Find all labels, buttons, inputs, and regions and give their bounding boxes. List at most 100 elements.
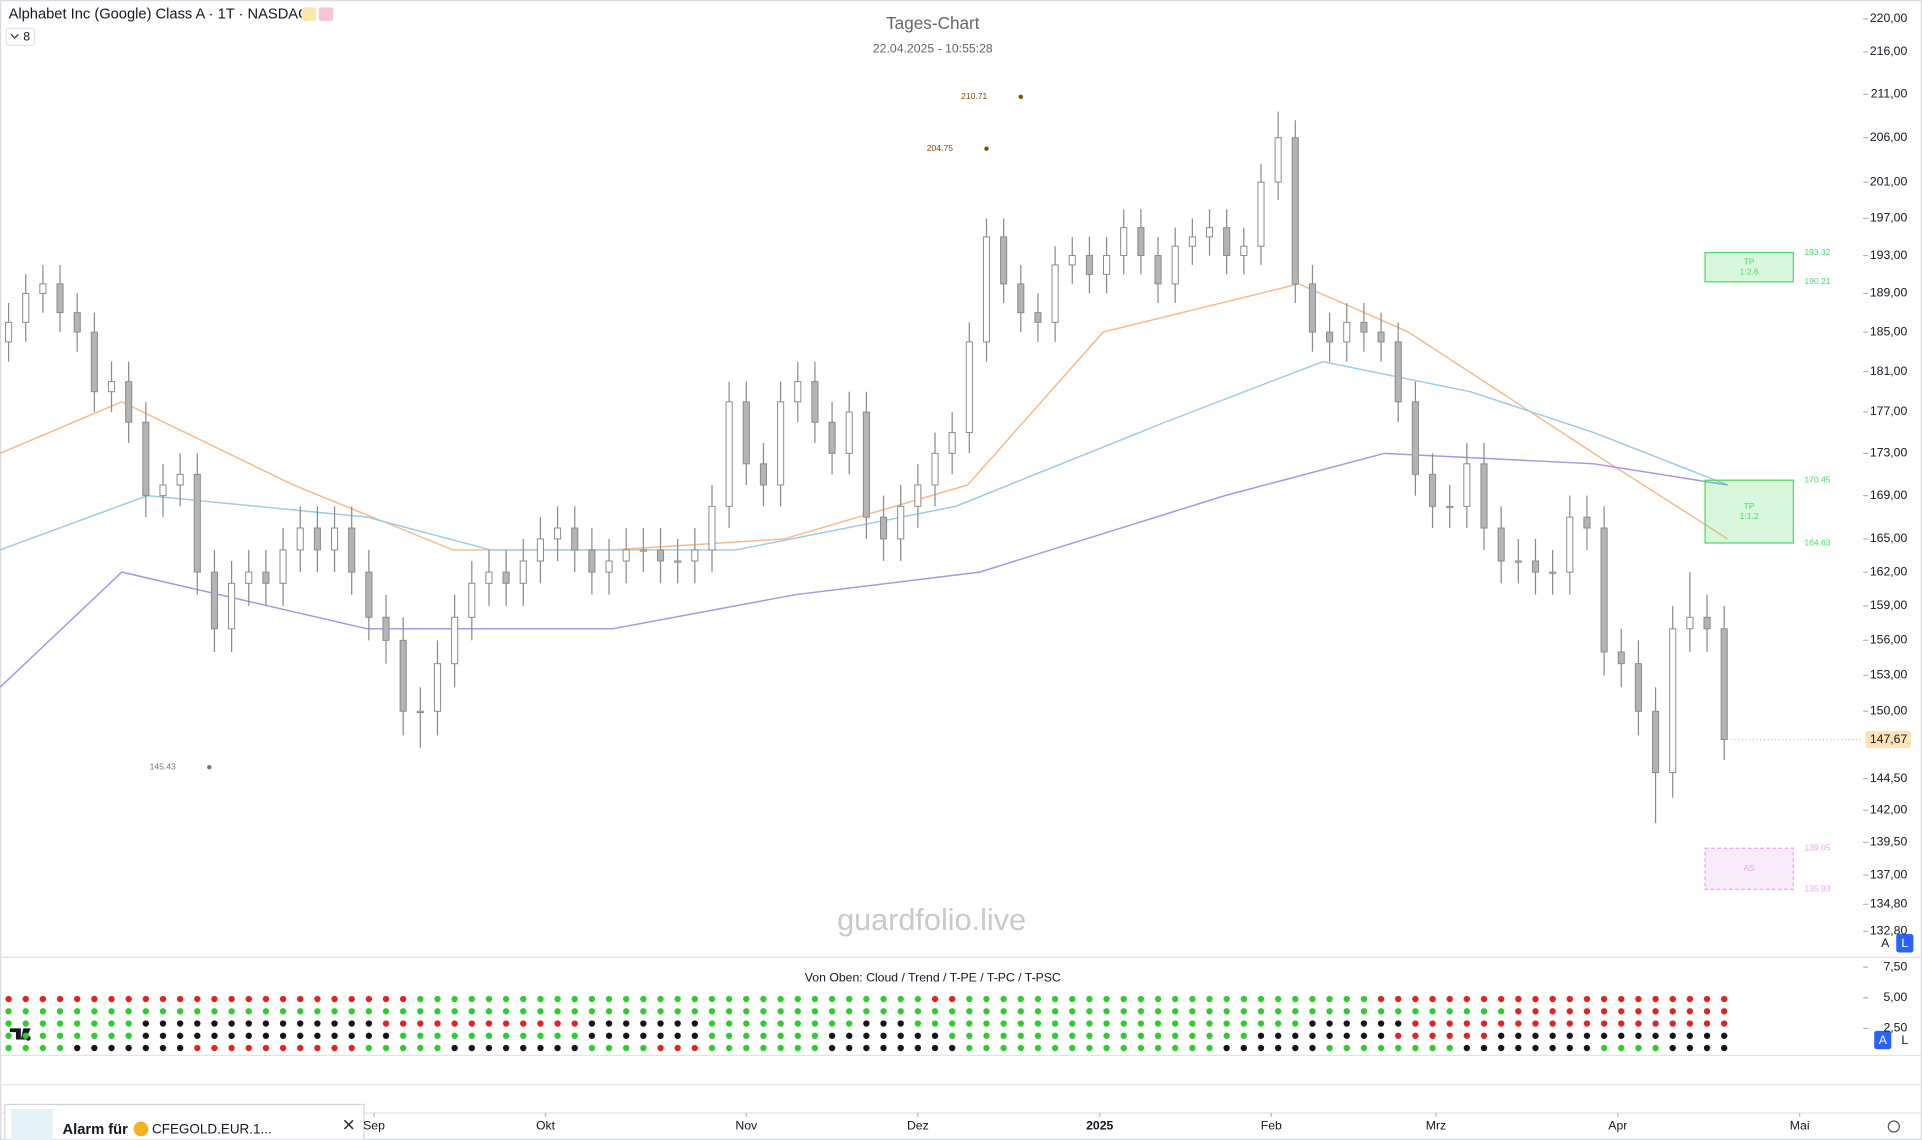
state-dot xyxy=(520,1020,527,1027)
state-dot xyxy=(1137,1008,1145,1015)
state-dot xyxy=(245,995,252,1003)
annotation-dot xyxy=(207,764,212,770)
state-dot xyxy=(554,1032,561,1039)
state-dot xyxy=(1497,995,1505,1003)
state-dot xyxy=(39,995,47,1003)
y-tick-label: 185,00 xyxy=(1870,324,1908,338)
state-dot xyxy=(74,1020,81,1027)
state-dot xyxy=(1532,1032,1539,1039)
state-dot xyxy=(245,1008,252,1015)
state-dot xyxy=(297,1032,304,1039)
candle-body xyxy=(159,484,167,497)
state-dot xyxy=(348,1020,355,1027)
state-dot xyxy=(1515,1044,1522,1052)
auto-scale-button[interactable] xyxy=(1874,1030,1892,1050)
state-dot xyxy=(1652,1044,1659,1052)
candle xyxy=(73,293,81,352)
state-dot xyxy=(1309,1032,1316,1039)
candle xyxy=(1274,111,1282,201)
state-dot xyxy=(228,995,235,1003)
state-dot xyxy=(91,1032,98,1039)
state-dot xyxy=(1120,1008,1127,1015)
state-dot xyxy=(331,1008,338,1015)
state-dot xyxy=(1686,995,1694,1003)
candle-body xyxy=(1240,245,1248,257)
candle-body xyxy=(879,516,888,540)
candle-body xyxy=(56,283,64,314)
candle-body xyxy=(965,341,973,434)
last-price-tag xyxy=(1865,730,1911,749)
last-price-label: 147,67 xyxy=(1870,732,1908,746)
candle xyxy=(451,594,459,688)
state-dot xyxy=(108,1008,115,1015)
state-dot xyxy=(485,995,493,1003)
candle xyxy=(1343,303,1351,362)
candle xyxy=(1137,209,1145,275)
state-dot xyxy=(1463,1044,1471,1052)
state-dot xyxy=(1223,1044,1230,1052)
state-dot xyxy=(176,1008,184,1015)
state-dot xyxy=(794,1032,801,1039)
candle-body xyxy=(313,527,321,551)
state-dot xyxy=(417,1020,424,1027)
state-dot xyxy=(142,995,150,1003)
candle xyxy=(794,361,802,423)
candle-body xyxy=(73,312,81,333)
indicator-count: 8 xyxy=(23,30,30,44)
candle xyxy=(1291,120,1299,304)
collapse-button[interactable] xyxy=(5,27,35,46)
state-dot xyxy=(846,1008,853,1015)
state-dot xyxy=(297,1008,304,1015)
candle-body xyxy=(262,571,270,584)
y-tick-label: 197,00 xyxy=(1870,211,1908,225)
state-dot xyxy=(846,1032,853,1039)
pane-y-tick-label: 2,50 xyxy=(1883,1021,1907,1035)
status-icon xyxy=(318,7,334,21)
log-scale-button[interactable] xyxy=(1896,934,1914,953)
state-dot xyxy=(142,1020,150,1027)
state-dot xyxy=(1257,1008,1265,1015)
state-dot xyxy=(828,1032,836,1039)
state-dot xyxy=(1000,1044,1007,1052)
candle-body xyxy=(519,560,527,584)
auto-scale-button[interactable] xyxy=(1877,934,1893,953)
state-dot xyxy=(725,1008,733,1015)
candle xyxy=(1428,453,1437,529)
state-dot xyxy=(348,1044,355,1052)
state-dot xyxy=(640,1032,647,1039)
candle-body xyxy=(982,236,991,343)
state-dot xyxy=(1446,1020,1453,1027)
candle xyxy=(348,506,356,595)
alarm-toast[interactable]: Alarm für CFEGOLD.EUR.1... xyxy=(4,1103,365,1140)
settings-icon[interactable] xyxy=(1887,1120,1900,1133)
state-dot xyxy=(1343,995,1350,1003)
state-dot xyxy=(176,1020,184,1027)
state-dot xyxy=(1206,1032,1213,1039)
candle xyxy=(1583,495,1591,550)
state-dot xyxy=(1240,995,1248,1003)
state-dot xyxy=(1120,995,1127,1003)
state-dot xyxy=(571,995,578,1003)
candle xyxy=(159,463,167,518)
close-icon[interactable] xyxy=(343,1119,354,1130)
state-dot xyxy=(897,1032,904,1039)
state-dot xyxy=(1566,1020,1573,1027)
candle-body xyxy=(90,331,98,393)
state-dot xyxy=(657,1032,664,1039)
state-dot xyxy=(1069,1032,1076,1039)
state-dot xyxy=(948,995,956,1003)
state-dot xyxy=(674,995,681,1003)
state-dot xyxy=(1172,995,1179,1003)
candle xyxy=(931,432,939,507)
candle xyxy=(691,528,699,584)
state-dot xyxy=(1017,1008,1024,1015)
state-dot xyxy=(983,1008,990,1015)
candle-body xyxy=(1103,255,1111,275)
candle xyxy=(708,484,716,573)
state-dot xyxy=(211,1008,218,1015)
candle xyxy=(330,506,339,573)
state-dot xyxy=(1034,1032,1042,1039)
state-dot xyxy=(1600,1032,1608,1039)
candle-body xyxy=(1034,312,1042,323)
